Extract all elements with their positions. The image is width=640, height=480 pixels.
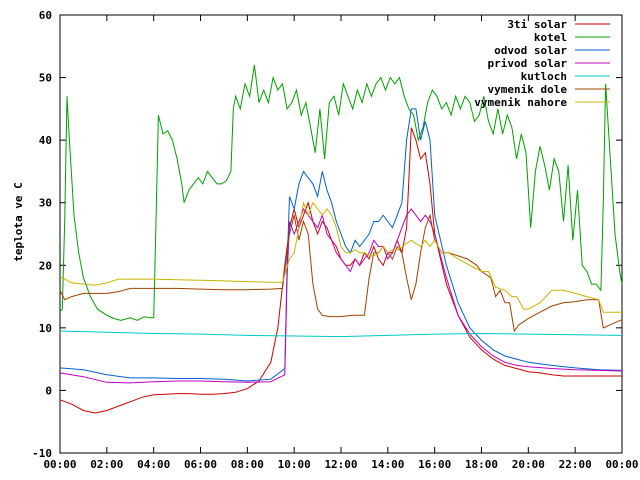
- legend-label: odvod solar: [494, 44, 567, 57]
- series-line-3ti-solar: [59, 127, 622, 414]
- series-line-vymenik-nahore: [59, 200, 622, 313]
- y-tick-label: 20: [39, 259, 52, 272]
- x-tick-label: 00:00: [43, 458, 76, 471]
- y-tick-label: 60: [39, 9, 52, 22]
- x-tick-label: 02:00: [90, 458, 123, 471]
- legend-label: vymenik nahore: [474, 96, 567, 109]
- x-tick-label: 06:00: [184, 458, 217, 471]
- legend-label: 3ti solar: [507, 18, 567, 31]
- series-line-odvod-solar: [59, 108, 623, 382]
- legend-label: privod solar: [488, 57, 568, 70]
- y-tick-label: 10: [39, 322, 52, 335]
- legend-label: kotel: [534, 31, 567, 44]
- y-tick-label: 50: [39, 72, 52, 85]
- x-tick-label: 20:00: [512, 458, 545, 471]
- x-tick-label: 22:00: [559, 458, 592, 471]
- x-tick-label: 04:00: [137, 458, 170, 471]
- y-tick-label: 40: [39, 134, 52, 147]
- x-tick-label: 18:00: [465, 458, 498, 471]
- series-line-privod-solar: [59, 207, 623, 384]
- x-tick-label: 16:00: [418, 458, 451, 471]
- x-tick-label: 12:00: [324, 458, 357, 471]
- x-tick-label: 14:00: [371, 458, 404, 471]
- x-tick-label: 08:00: [231, 458, 264, 471]
- series-line-kutloch: [59, 330, 623, 338]
- legend-label: kutloch: [521, 70, 567, 83]
- series-line-vymenik-dole: [59, 213, 623, 333]
- y-tick-label: 0: [45, 384, 52, 397]
- y-tick-label: 30: [39, 197, 52, 210]
- series-line-kotel: [59, 65, 623, 321]
- legend-label: vymenik dole: [488, 83, 568, 96]
- y-axis-title: teplota ve C: [12, 182, 25, 261]
- y-tick-label: -10: [32, 447, 52, 460]
- series-lines: [59, 65, 623, 414]
- x-tick-label: 10:00: [278, 458, 311, 471]
- x-tick-label: 00:00: [605, 458, 638, 471]
- x-axis: 00:00 02:00 04:00 06:00 08:00 10:00 12:00 14:00…: [43, 15, 639, 471]
